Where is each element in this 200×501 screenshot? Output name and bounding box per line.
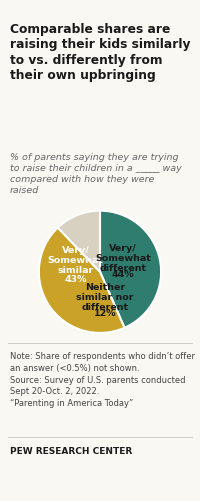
Wedge shape [58, 210, 100, 272]
Text: 44%: 44% [112, 271, 135, 280]
Text: 12%: 12% [94, 309, 116, 318]
Text: Very/
Somewhat
different: Very/ Somewhat different [95, 244, 151, 273]
Text: Note: Share of respondents who didn’t offer
an answer (<0.5%) not shown.
Source:: Note: Share of respondents who didn’t of… [10, 352, 195, 408]
Text: Very/
Somewhat
similar: Very/ Somewhat similar [48, 246, 103, 276]
Text: PEW RESEARCH CENTER: PEW RESEARCH CENTER [10, 446, 132, 455]
Text: 43%: 43% [64, 275, 87, 284]
Wedge shape [39, 227, 125, 333]
Text: % of parents saying they are trying
to raise their children in a _____ way
compa: % of parents saying they are trying to r… [10, 153, 182, 195]
Text: Comparable shares are
raising their kids similarly
to vs. differently from
their: Comparable shares are raising their kids… [10, 23, 190, 82]
Wedge shape [100, 211, 161, 328]
Text: Neither
similar nor
different: Neither similar nor different [76, 283, 134, 312]
